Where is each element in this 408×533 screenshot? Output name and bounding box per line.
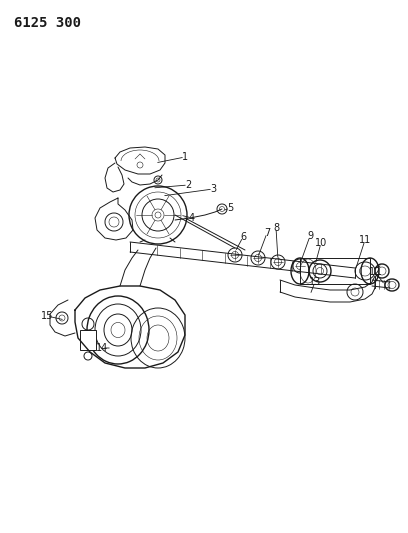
Text: 4: 4: [189, 213, 195, 223]
Text: 6125 300: 6125 300: [14, 16, 81, 30]
Text: 3: 3: [210, 184, 216, 194]
Polygon shape: [300, 258, 370, 284]
Text: 9: 9: [307, 231, 313, 241]
Text: 15: 15: [41, 311, 53, 321]
Text: 14: 14: [96, 343, 108, 353]
Text: 8: 8: [273, 223, 279, 233]
Text: 2: 2: [185, 180, 191, 190]
Text: 12: 12: [369, 267, 381, 277]
Text: 11: 11: [359, 235, 371, 245]
Text: 1: 1: [182, 152, 188, 162]
Polygon shape: [80, 330, 96, 350]
Text: 13: 13: [309, 277, 321, 287]
Text: 5: 5: [227, 203, 233, 213]
Text: 10: 10: [315, 238, 327, 248]
Text: 6: 6: [240, 232, 246, 242]
Text: 7: 7: [264, 228, 270, 238]
